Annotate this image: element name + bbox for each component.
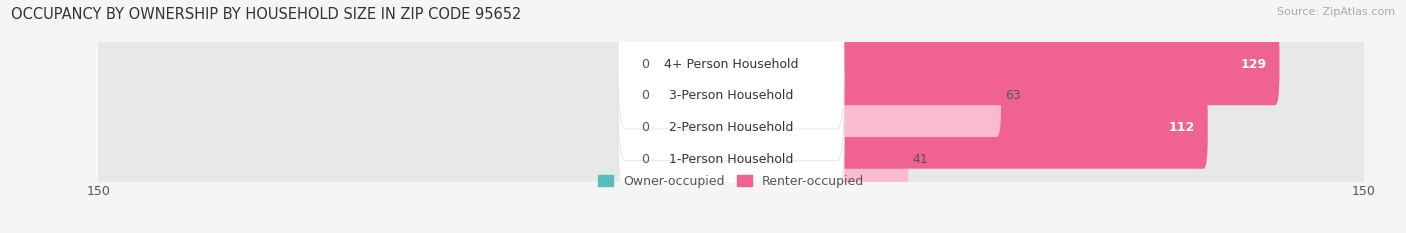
FancyBboxPatch shape <box>651 55 735 137</box>
FancyBboxPatch shape <box>725 71 1369 185</box>
FancyBboxPatch shape <box>91 71 737 185</box>
Text: 0: 0 <box>641 153 648 166</box>
FancyBboxPatch shape <box>91 103 737 216</box>
Legend: Owner-occupied, Renter-occupied: Owner-occupied, Renter-occupied <box>593 170 869 193</box>
FancyBboxPatch shape <box>727 87 1208 169</box>
Text: 41: 41 <box>912 153 928 166</box>
Text: OCCUPANCY BY OWNERSHIP BY HOUSEHOLD SIZE IN ZIP CODE 95652: OCCUPANCY BY OWNERSHIP BY HOUSEHOLD SIZE… <box>11 7 522 22</box>
Text: 0: 0 <box>641 58 648 71</box>
Text: 129: 129 <box>1240 58 1267 71</box>
FancyBboxPatch shape <box>725 103 1369 216</box>
FancyBboxPatch shape <box>619 31 844 161</box>
FancyBboxPatch shape <box>619 0 844 129</box>
FancyBboxPatch shape <box>727 119 908 200</box>
FancyBboxPatch shape <box>727 23 1279 105</box>
Text: 2-Person Household: 2-Person Household <box>669 121 793 134</box>
FancyBboxPatch shape <box>725 7 1369 121</box>
FancyBboxPatch shape <box>725 39 1369 153</box>
Text: 0: 0 <box>641 121 648 134</box>
Text: 3-Person Household: 3-Person Household <box>669 89 793 103</box>
Text: 63: 63 <box>1005 89 1021 103</box>
Text: 4+ Person Household: 4+ Person Household <box>664 58 799 71</box>
FancyBboxPatch shape <box>91 7 737 121</box>
Text: Source: ZipAtlas.com: Source: ZipAtlas.com <box>1277 7 1395 17</box>
FancyBboxPatch shape <box>619 95 844 224</box>
FancyBboxPatch shape <box>619 63 844 192</box>
FancyBboxPatch shape <box>727 55 1001 137</box>
FancyBboxPatch shape <box>91 39 737 153</box>
FancyBboxPatch shape <box>651 87 735 169</box>
Text: 112: 112 <box>1168 121 1195 134</box>
Text: 1-Person Household: 1-Person Household <box>669 153 793 166</box>
FancyBboxPatch shape <box>651 119 735 200</box>
FancyBboxPatch shape <box>651 23 735 105</box>
Text: 0: 0 <box>641 89 648 103</box>
